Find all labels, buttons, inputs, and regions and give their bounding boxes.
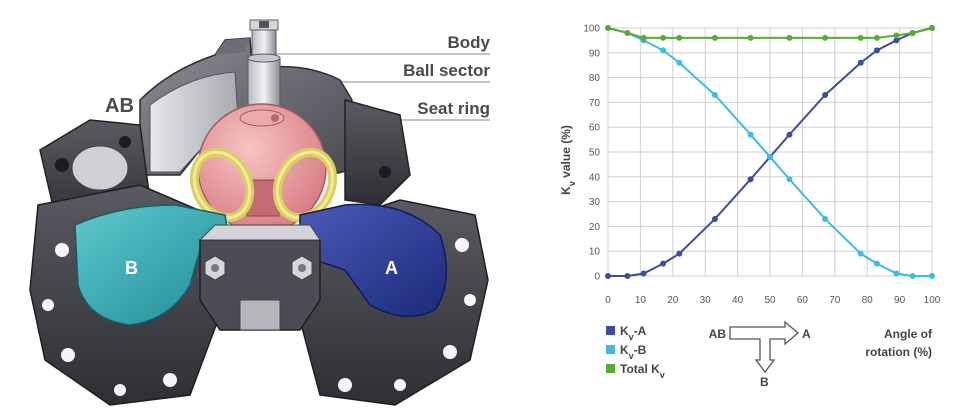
data-point-kv-a — [747, 176, 754, 183]
data-point-total-kv — [747, 34, 754, 41]
port-label-a: A — [385, 258, 398, 278]
flow-label-ab: AB — [709, 327, 727, 341]
series-total-kv — [605, 25, 935, 41]
data-point-total-kv — [676, 34, 683, 41]
y-axis-label: Kv value (%) — [559, 125, 577, 195]
x-tick-label: 60 — [797, 295, 809, 306]
data-point-kv-a — [786, 131, 793, 138]
x-tick-label: 40 — [732, 295, 744, 306]
legend-swatch-kv-a — [606, 326, 615, 335]
data-point-kv-a — [857, 59, 864, 66]
data-point-kv-b — [893, 270, 900, 277]
data-point-total-kv — [893, 32, 900, 39]
data-point-total-kv — [605, 25, 611, 31]
legend-item-kv-a: Kv-A — [606, 324, 647, 342]
label-seat-ring: Seat ring — [417, 99, 490, 118]
data-point-kv-b — [873, 260, 880, 267]
valve-cutaway-illustration: Body Ball sector Seat ring AB B A — [29, 19, 491, 406]
data-point-kv-a — [605, 273, 611, 279]
data-point-kv-b — [711, 91, 718, 98]
data-point-total-kv — [857, 34, 864, 41]
y-tick-label: 50 — [589, 148, 601, 159]
series-line-total-kv — [607, 27, 933, 39]
data-point-kv-a — [660, 260, 667, 267]
data-point-total-kv — [909, 29, 916, 36]
data-point-kv-b — [929, 273, 935, 279]
y-tick-label: 90 — [589, 48, 601, 59]
chart-series — [605, 25, 935, 279]
x-tick-label: 10 — [635, 295, 647, 306]
y-tick-label: 30 — [589, 197, 601, 208]
data-point-kv-b — [857, 250, 864, 257]
chart-legend: Kv-A Kv-B Total Kv — [606, 324, 665, 380]
data-point-total-kv — [786, 34, 793, 41]
x-tick-label: 0 — [605, 295, 611, 306]
data-point-kv-b — [747, 131, 754, 138]
flow-label-a: A — [802, 327, 811, 341]
legend-swatch-total-kv — [606, 364, 615, 373]
port-label-ab: AB — [105, 95, 134, 117]
data-point-kv-a — [676, 250, 683, 257]
data-point-kv-a — [873, 47, 880, 54]
data-point-kv-a — [624, 273, 631, 279]
y-tick-label: 60 — [589, 123, 601, 134]
valve-right-back-flange — [344, 99, 411, 206]
data-point-kv-b — [786, 176, 793, 183]
y-tick-label: 0 — [594, 272, 600, 283]
y-tick-label: 20 — [589, 222, 601, 233]
label-body: Body — [448, 33, 491, 52]
data-point-kv-a — [640, 270, 647, 277]
data-point-kv-a — [711, 215, 718, 222]
data-point-kv-b — [909, 273, 916, 279]
port-label-b: B — [125, 258, 138, 278]
x-tick-label: 50 — [764, 295, 776, 306]
data-point-total-kv — [640, 34, 647, 41]
data-point-kv-b — [660, 47, 667, 54]
x-tick-label: 90 — [894, 295, 906, 306]
data-point-total-kv — [711, 34, 718, 41]
legend-swatch-kv-b — [606, 345, 615, 354]
data-point-total-kv — [660, 34, 667, 41]
data-point-kv-b — [822, 215, 829, 222]
chart-tick-labels: 0 10 20 30 40 50 60 70 80 90 100 0 10 20 30 40 50 60 70 80 9… — [583, 24, 940, 307]
y-tick-label: 80 — [589, 73, 601, 84]
valve-right-front-flange — [299, 199, 489, 406]
x-axis-label-line2: rotation (%) — [865, 345, 932, 359]
x-tick-label: 30 — [700, 295, 712, 306]
svg-text:Kv-B: Kv-B — [620, 343, 647, 361]
svg-text:Total Kv: Total Kv — [620, 362, 665, 380]
hex-bolt-right — [291, 255, 313, 281]
x-tick-label: 70 — [829, 295, 841, 306]
kv-chart: 0 10 20 30 40 50 60 70 80 90 100 0 10 20 30 40 50 60 70 80 9… — [559, 24, 941, 390]
data-point-kv-a — [822, 91, 829, 98]
valve-stem — [247, 19, 281, 114]
valve-bottom-body — [198, 224, 321, 331]
svg-text:Kv-A: Kv-A — [620, 324, 647, 342]
flow-direction-icon: AB A B — [709, 320, 811, 389]
x-axis-label-line1: Angle of — [884, 327, 933, 341]
hex-bolt-left — [204, 255, 226, 281]
y-tick-label: 100 — [583, 24, 600, 35]
valve-left-front-flange — [29, 184, 231, 406]
x-tick-label: 20 — [667, 295, 679, 306]
seat-rings — [189, 147, 338, 223]
x-tick-label: 80 — [862, 295, 874, 306]
legend-item-total-kv: Total Kv — [606, 362, 665, 380]
data-point-total-kv — [822, 34, 829, 41]
data-point-total-kv — [624, 29, 631, 36]
y-tick-label: 70 — [589, 98, 601, 109]
chart-grid — [607, 27, 933, 277]
label-ball-sector: Ball sector — [403, 61, 490, 80]
data-point-kv-a — [893, 37, 900, 44]
data-point-kv-b — [767, 153, 773, 160]
legend-item-kv-b: Kv-B — [606, 343, 647, 361]
data-point-kv-b — [676, 59, 683, 66]
y-tick-label: 40 — [589, 172, 601, 183]
data-point-total-kv — [873, 34, 880, 41]
data-point-total-kv — [929, 25, 935, 31]
x-tick-label: 100 — [924, 295, 941, 306]
flow-label-b: B — [760, 375, 769, 389]
y-tick-label: 10 — [589, 247, 601, 258]
